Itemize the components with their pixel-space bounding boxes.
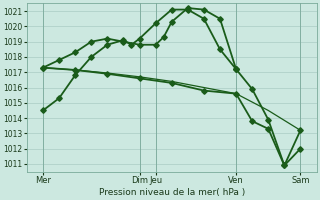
- X-axis label: Pression niveau de la mer( hPa ): Pression niveau de la mer( hPa ): [99, 188, 245, 197]
